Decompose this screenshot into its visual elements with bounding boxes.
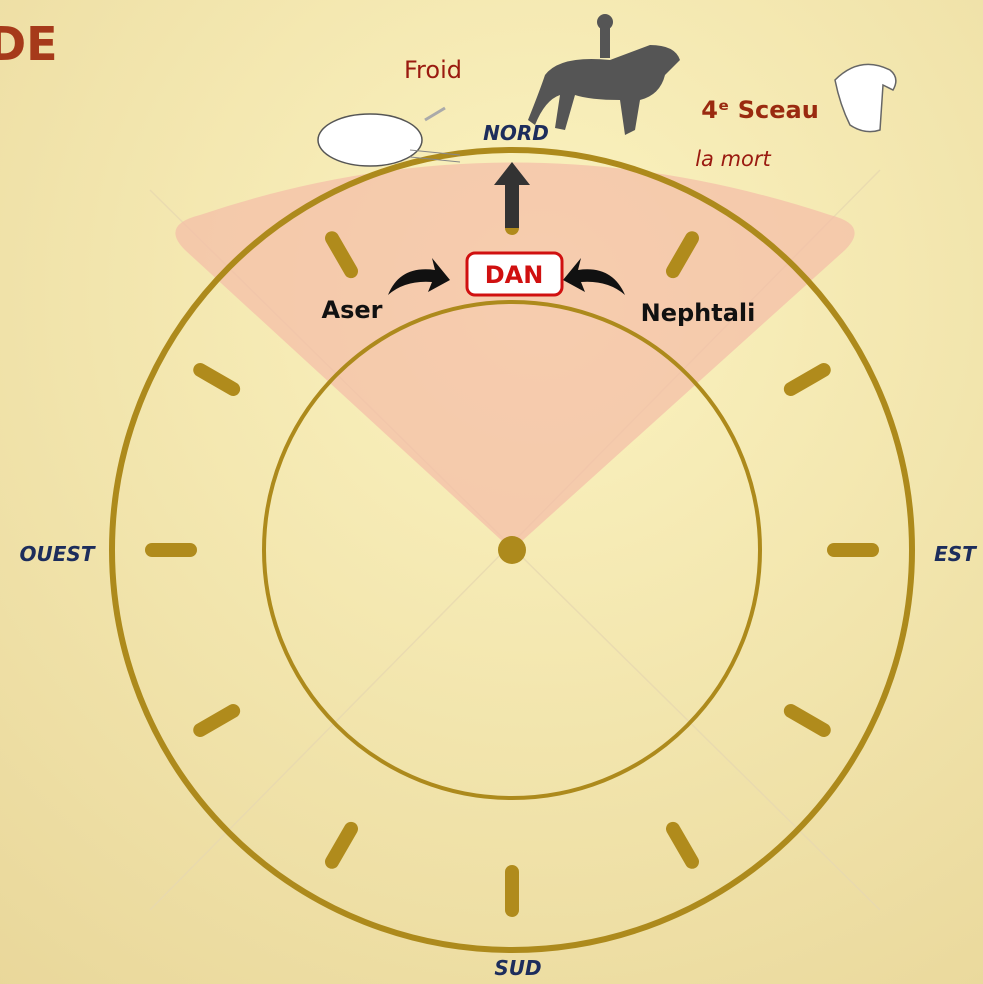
diagram: DE Froid 4ᵉ Sceau la mort NORD SUD EST O…: [0, 0, 983, 984]
direction-label: EST: [934, 542, 977, 566]
direction-label: SUD: [494, 956, 541, 980]
label: 4ᵉ Sceau: [701, 96, 819, 124]
center-dot: [498, 536, 526, 564]
direction-label: OUEST: [20, 542, 96, 566]
label: Froid: [404, 56, 462, 84]
title: DE: [0, 17, 58, 71]
tribe-label: DAN: [485, 261, 544, 289]
tribe-label: Aser: [322, 296, 383, 324]
direction-label: NORD: [483, 121, 549, 145]
tribe-label: Nephtali: [641, 299, 756, 327]
page: DE Froid 4ᵉ Sceau la mort NORD SUD EST O…: [0, 0, 983, 984]
label: la mort: [695, 147, 771, 171]
